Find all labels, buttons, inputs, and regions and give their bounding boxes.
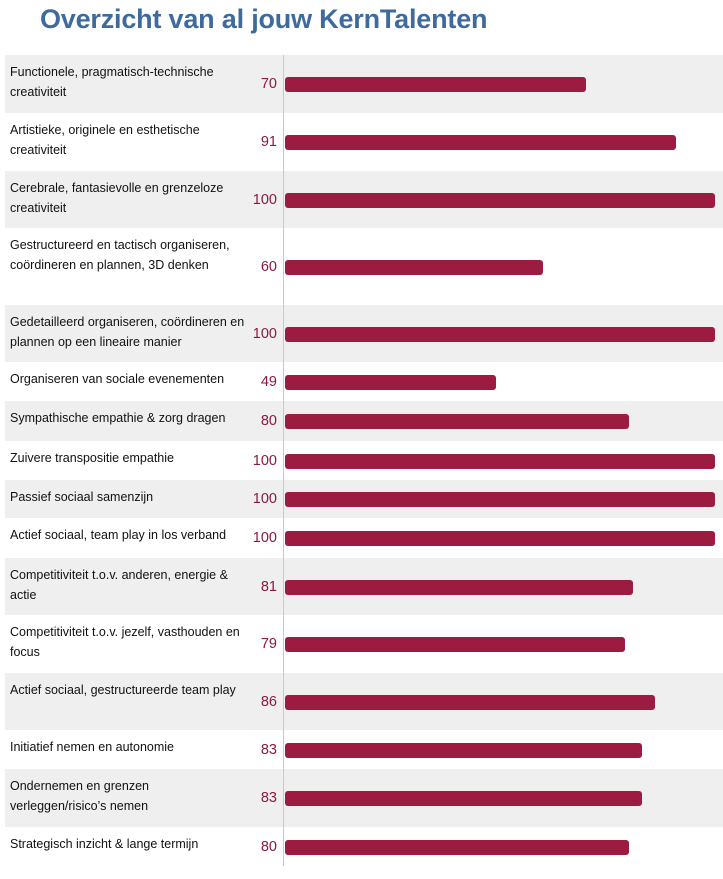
column-divider xyxy=(283,615,284,673)
chart-row: Cerebrale, fantasievolle en grenzeloze c… xyxy=(5,171,723,228)
category-label: Zuivere transpositie empathie xyxy=(10,451,174,465)
value-bar xyxy=(285,414,629,429)
chart-row: Competitiviteit t.o.v. anderen, energie … xyxy=(5,558,723,615)
value-label: 80 xyxy=(260,413,277,429)
chart-row: Actief sociaal, gestructureerde team pla… xyxy=(5,673,723,730)
column-divider xyxy=(283,55,284,113)
value-label: 70 xyxy=(260,76,277,92)
column-divider xyxy=(283,730,284,769)
chart-row: Functionele, pragmatisch-technische crea… xyxy=(5,55,723,113)
category-label: Gedetailleerd organiseren, coördineren e… xyxy=(10,315,245,349)
value-label: 100 xyxy=(252,491,277,507)
category-label: Competitiviteit t.o.v. jezelf, vasthoude… xyxy=(10,625,240,659)
value-label: 80 xyxy=(260,839,277,855)
chart-row: Competitiviteit t.o.v. jezelf, vasthoude… xyxy=(5,615,723,673)
value-label: 100 xyxy=(252,192,277,208)
column-divider xyxy=(283,228,284,305)
chart-row: Actief sociaal, team play in los verband… xyxy=(5,518,723,558)
value-bar xyxy=(285,327,715,342)
column-divider xyxy=(283,673,284,730)
talent-bar-chart: Functionele, pragmatisch-technische crea… xyxy=(5,55,723,866)
column-divider xyxy=(283,362,284,401)
category-label: Organiseren van sociale evenementen xyxy=(10,372,225,386)
category-label: Actief sociaal, team play in los verband xyxy=(10,528,227,542)
value-label: 49 xyxy=(260,374,277,390)
column-divider xyxy=(283,113,284,171)
category-label: Artistieke, originele en esthetische cre… xyxy=(10,123,200,157)
column-divider xyxy=(283,827,284,866)
page-title: Overzicht van al jouw KernTalenten xyxy=(40,4,488,34)
value-bar xyxy=(285,695,655,710)
category-label: Actief sociaal, gestructureerde team pla… xyxy=(10,683,236,697)
chart-row: Gestructureerd en tactisch organiseren, … xyxy=(5,228,723,305)
category-label: Competitiviteit t.o.v. anderen, energie … xyxy=(10,568,228,602)
value-bar xyxy=(285,743,642,758)
chart-row: Ondernemen en grenzen verleggen/risico’s… xyxy=(5,769,723,827)
category-label: Gestructureerd en tactisch organiseren, … xyxy=(10,238,230,272)
value-bar xyxy=(285,531,715,546)
value-bar xyxy=(285,135,676,150)
chart-row: Passief sociaal samenzijn 100 xyxy=(5,480,723,518)
chart-row: Artistieke, originele en esthetische cre… xyxy=(5,113,723,171)
value-bar xyxy=(285,840,629,855)
category-label: Sympathische empathie & zorg dragen xyxy=(10,411,226,425)
category-label: Functionele, pragmatisch-technische crea… xyxy=(10,65,214,99)
value-label: 83 xyxy=(260,790,277,806)
chart-row: Strategisch inzicht & lange termijn 80 xyxy=(5,827,723,866)
column-divider xyxy=(283,171,284,228)
value-bar xyxy=(285,375,496,390)
value-bar xyxy=(285,454,715,469)
category-label: Initiatief nemen en autonomie xyxy=(10,740,174,754)
column-divider xyxy=(283,558,284,615)
column-divider xyxy=(283,518,284,558)
value-bar xyxy=(285,637,625,652)
column-divider xyxy=(283,441,284,480)
value-label: 100 xyxy=(252,453,277,469)
value-label: 91 xyxy=(260,134,277,150)
category-label: Ondernemen en grenzen verleggen/risico’s… xyxy=(10,779,149,813)
column-divider xyxy=(283,401,284,441)
value-bar xyxy=(285,77,586,92)
chart-row: Initiatief nemen en autonomie 83 xyxy=(5,730,723,769)
value-bar xyxy=(285,193,715,208)
value-bar xyxy=(285,791,642,806)
category-label: Passief sociaal samenzijn xyxy=(10,490,154,504)
value-bar xyxy=(285,580,633,595)
chart-row: Gedetailleerd organiseren, coördineren e… xyxy=(5,305,723,362)
category-label: Cerebrale, fantasievolle en grenzeloze c… xyxy=(10,181,224,215)
value-label: 86 xyxy=(260,694,277,710)
value-label: 100 xyxy=(252,530,277,546)
value-bar xyxy=(285,260,543,275)
category-label: Strategisch inzicht & lange termijn xyxy=(10,837,199,851)
chart-row: Organiseren van sociale evenementen 49 xyxy=(5,362,723,401)
value-label: 81 xyxy=(260,579,277,595)
value-label: 79 xyxy=(260,636,277,652)
column-divider xyxy=(283,480,284,518)
chart-row: Zuivere transpositie empathie 100 xyxy=(5,441,723,480)
column-divider xyxy=(283,769,284,827)
chart-row: Sympathische empathie & zorg dragen 80 xyxy=(5,401,723,441)
value-label: 60 xyxy=(260,259,277,275)
value-label: 83 xyxy=(260,742,277,758)
value-label: 100 xyxy=(252,326,277,342)
column-divider xyxy=(283,305,284,362)
value-bar xyxy=(285,492,715,507)
